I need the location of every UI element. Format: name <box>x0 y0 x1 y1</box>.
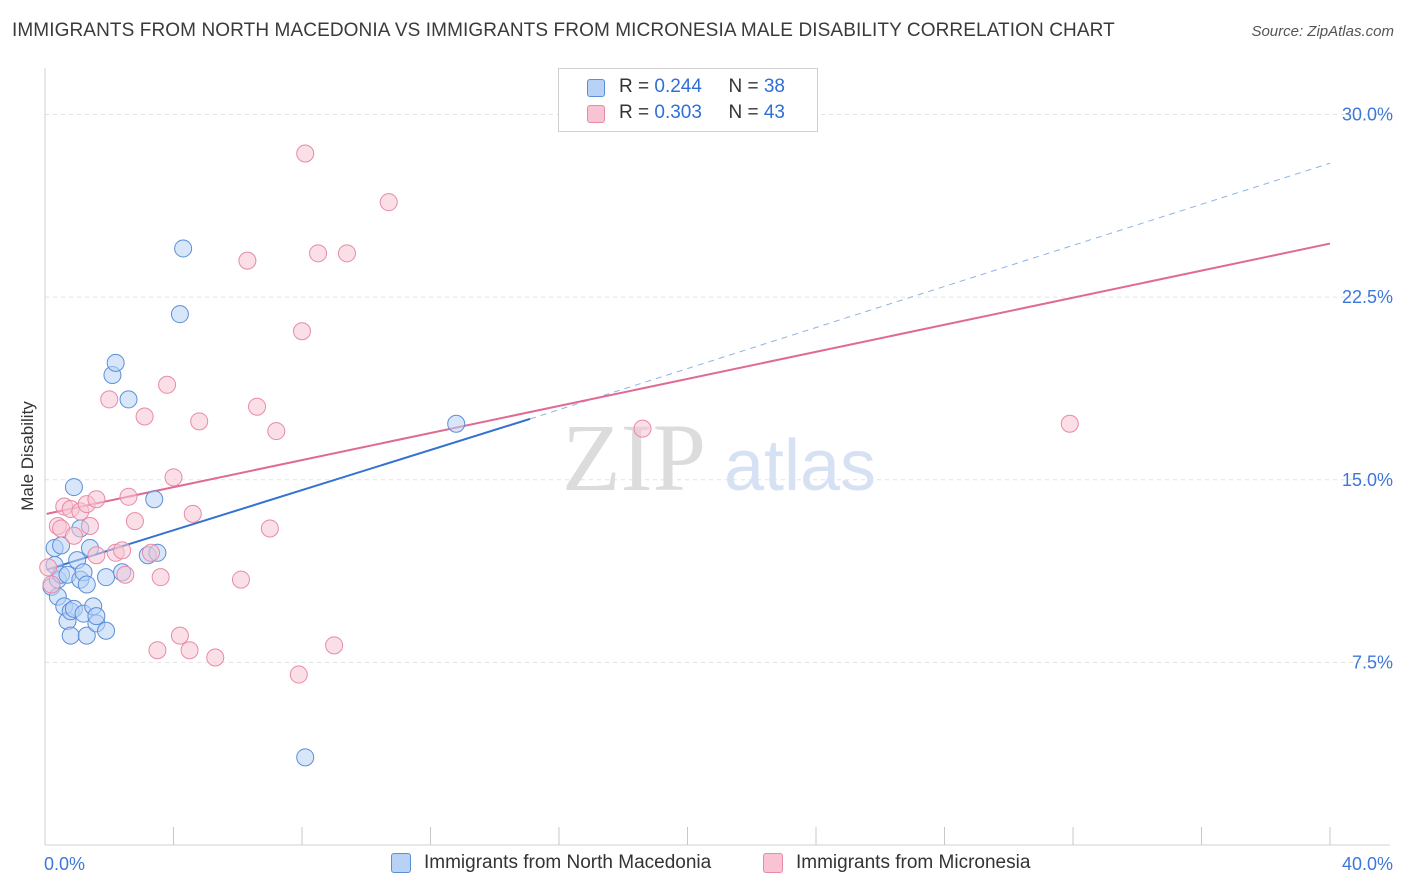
data-point-pink <box>80 517 99 536</box>
y-tick-label: 7.5% <box>1352 652 1393 672</box>
data-point-pink <box>293 322 311 341</box>
data-point-pink <box>379 193 398 212</box>
data-point-blue <box>64 478 83 497</box>
data-point-pink <box>183 504 202 523</box>
tick-labels: 7.5% 15.0% 22.5% 30.0% 0.0% 40.0% <box>44 105 1393 874</box>
bottom-legend-label: Immigrants from North Macedonia <box>424 852 712 873</box>
trend-line-pink <box>46 242 1331 515</box>
data-point-blue <box>447 414 466 433</box>
watermark: ZIP atlas <box>562 404 876 511</box>
data-point-pink <box>170 626 189 645</box>
data-points <box>39 144 1079 767</box>
data-point-pink <box>206 648 225 667</box>
data-point-pink <box>337 244 356 263</box>
data-point-pink <box>42 575 61 594</box>
legend-r-value: 0.303 <box>654 102 702 123</box>
legend-n-value: 43 <box>763 102 785 123</box>
data-point-blue <box>106 353 125 372</box>
data-point-pink <box>289 665 308 684</box>
data-point-blue <box>174 239 193 258</box>
bottom-legend-swatch-blue <box>391 853 411 873</box>
data-point-pink <box>267 422 286 441</box>
data-point-pink <box>164 468 183 487</box>
axes <box>44 68 1390 846</box>
watermark-zip: ZIP <box>562 404 706 511</box>
legend-r-label: R = <box>619 76 655 97</box>
legend-r-value: 0.244 <box>654 76 702 97</box>
data-point-pink <box>238 251 257 270</box>
data-point-pink <box>231 570 250 589</box>
data-point-blue <box>77 626 96 645</box>
bottom-legend-label: Immigrants from Micronesia <box>796 852 1031 873</box>
data-point-pink <box>260 519 279 538</box>
source-credit: Source: ZipAtlas.com <box>1251 23 1394 40</box>
data-point-pink <box>87 546 106 565</box>
data-point-pink <box>190 412 209 431</box>
data-point-pink <box>325 636 344 655</box>
y-tick-label: 15.0% <box>1342 470 1393 490</box>
data-point-pink <box>116 565 135 584</box>
data-point-blue <box>170 305 189 324</box>
data-point-pink <box>135 407 154 426</box>
data-point-pink <box>87 490 106 509</box>
legend-swatch-pink <box>587 105 605 123</box>
chart-title: IMMIGRANTS FROM NORTH MACEDONIA VS IMMIG… <box>12 20 1115 41</box>
bottom-legend-swatch-pink <box>763 853 783 873</box>
data-point-blue <box>77 575 96 594</box>
trend-line-blue-extension <box>529 162 1331 420</box>
data-point-pink <box>100 390 119 409</box>
legend-swatch-blue <box>587 79 605 97</box>
correlation-legend: R = 0.244 N = 38 R = 0.303 N = 43 <box>558 68 818 132</box>
data-point-pink <box>633 419 652 438</box>
data-point-blue <box>97 568 116 587</box>
data-point-pink <box>248 397 267 416</box>
data-point-blue <box>296 748 315 767</box>
data-point-pink <box>151 568 170 587</box>
data-point-blue <box>87 607 106 626</box>
data-point-pink <box>296 144 315 163</box>
y-tick-label: 30.0% <box>1342 105 1393 125</box>
data-point-pink <box>180 641 199 660</box>
data-point-pink <box>142 543 161 562</box>
legend-n-label: N = <box>728 102 764 123</box>
data-point-pink <box>148 641 167 660</box>
data-point-pink <box>119 487 138 506</box>
x-tick-label: 0.0% <box>44 854 85 874</box>
data-point-pink <box>64 526 83 545</box>
legend-n-value: 38 <box>763 76 785 97</box>
data-point-blue <box>119 390 138 409</box>
data-point-pink <box>158 375 177 394</box>
data-point-pink <box>1060 414 1079 433</box>
data-point-pink <box>125 512 144 531</box>
legend-r-label: R = <box>619 102 655 123</box>
watermark-atlas: atlas <box>724 426 876 506</box>
x-tick-label: 40.0% <box>1342 854 1393 874</box>
data-point-blue <box>145 490 164 509</box>
data-point-blue <box>97 621 116 640</box>
y-tick-label: 22.5% <box>1342 287 1393 307</box>
data-point-pink <box>113 541 132 560</box>
legend-n-label: N = <box>728 76 764 97</box>
data-point-pink <box>39 558 58 577</box>
data-point-pink <box>309 244 328 263</box>
data-point-blue <box>61 626 80 645</box>
